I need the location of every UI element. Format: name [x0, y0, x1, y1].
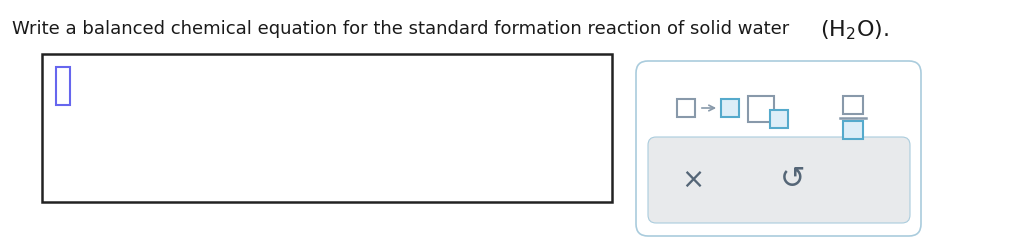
- FancyBboxPatch shape: [677, 100, 695, 117]
- FancyBboxPatch shape: [748, 97, 774, 122]
- FancyBboxPatch shape: [770, 111, 788, 129]
- FancyBboxPatch shape: [648, 137, 910, 223]
- Text: Write a balanced chemical equation for the standard formation reaction of solid : Write a balanced chemical equation for t…: [12, 20, 795, 38]
- FancyBboxPatch shape: [636, 62, 921, 236]
- FancyBboxPatch shape: [843, 121, 863, 139]
- FancyBboxPatch shape: [843, 97, 863, 115]
- Text: ↺: ↺: [780, 165, 806, 194]
- FancyBboxPatch shape: [56, 68, 70, 106]
- FancyBboxPatch shape: [721, 100, 739, 117]
- Text: $\left(\mathrm{H_2O}\right).$: $\left(\mathrm{H_2O}\right).$: [820, 18, 889, 41]
- Text: ×: ×: [681, 165, 705, 193]
- FancyBboxPatch shape: [42, 55, 612, 202]
